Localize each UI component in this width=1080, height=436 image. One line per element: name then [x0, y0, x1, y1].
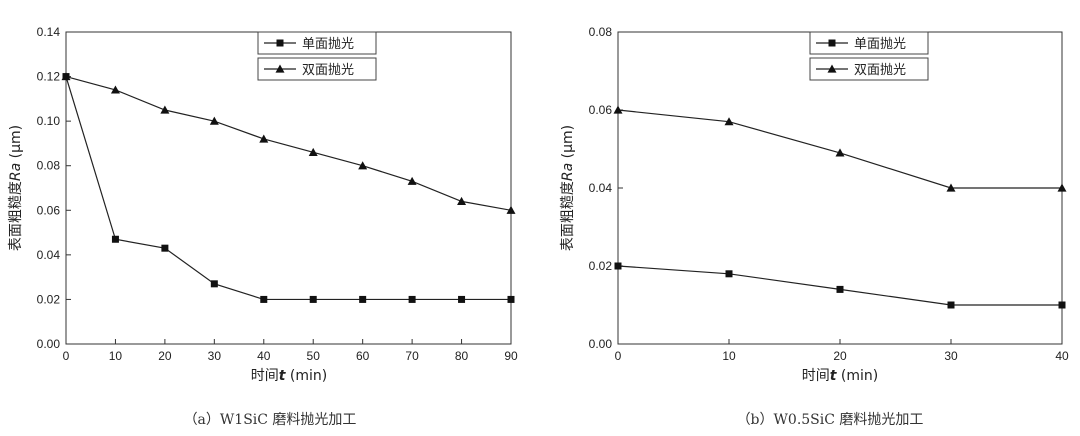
data-point: [724, 117, 734, 126]
data-point: [259, 134, 269, 143]
data-point: [359, 295, 367, 303]
y-axis-title: 表面粗糙度Ra (μm): [8, 125, 24, 251]
legend-label: 双面抛光: [854, 63, 906, 78]
series-line: [65, 75, 512, 211]
legend-marker: [828, 39, 836, 47]
data-point: [210, 280, 218, 288]
y-tick-label: 0.10: [37, 114, 61, 128]
data-point: [407, 176, 417, 185]
series-single-side: [614, 262, 1066, 309]
x-tick-label: 40: [257, 349, 271, 363]
x-tick-label: 0: [63, 349, 70, 363]
data-point: [161, 244, 169, 252]
legend-label: 单面抛光: [302, 37, 354, 52]
x-axis-title: 时间t (min): [251, 368, 327, 384]
data-point: [458, 295, 466, 303]
legend-item-box: [809, 31, 929, 55]
data-point: [408, 295, 416, 303]
y-tick-label: 0.06: [37, 203, 61, 217]
x-tick-label: 80: [455, 349, 469, 363]
x-tick-label: 20: [833, 349, 847, 363]
data-point: [835, 148, 845, 157]
data-point: [614, 262, 622, 270]
figure-caption: （b）W0.5SiC 磨料抛光加工: [737, 412, 924, 428]
legend-marker: [275, 64, 285, 73]
x-tick-label: 20: [158, 349, 172, 363]
x-tick-label: 50: [307, 349, 321, 363]
y-tick-label: 0.08: [589, 25, 613, 39]
legend-label: 单面抛光: [854, 37, 906, 52]
data-point: [61, 72, 71, 81]
data-point: [946, 183, 956, 192]
legend-marker: [276, 39, 284, 47]
legend-item-box: [257, 31, 377, 55]
series-line: [65, 76, 511, 301]
data-point: [506, 205, 516, 214]
y-tick-label: 0.04: [37, 248, 61, 262]
x-tick-label: 70: [405, 349, 419, 363]
y-tick-label: 0.00: [589, 337, 613, 351]
x-tick-label: 0: [615, 349, 622, 363]
data-point: [1057, 183, 1067, 192]
x-tick-label: 10: [722, 349, 736, 363]
y-tick-label: 0.02: [37, 292, 61, 306]
legend-marker: [827, 64, 837, 73]
x-tick-label: 10: [109, 349, 123, 363]
data-point: [358, 161, 368, 170]
x-tick-label: 60: [356, 349, 370, 363]
legend-item-box: [257, 57, 377, 81]
x-tick-label: 90: [504, 349, 518, 363]
y-tick-label: 0.12: [37, 70, 61, 84]
y-tick-label: 0.08: [37, 159, 61, 173]
y-tick-label: 0.00: [37, 337, 61, 351]
series-single-side: [62, 73, 515, 303]
data-point: [309, 295, 317, 303]
data-point: [457, 196, 467, 205]
legend-label: 双面抛光: [302, 63, 354, 78]
data-point: [260, 295, 268, 303]
y-tick-label: 0.14: [37, 25, 61, 39]
x-tick-label: 40: [1055, 349, 1069, 363]
series-double-side: [613, 105, 1067, 192]
x-tick-label: 30: [208, 349, 222, 363]
legend-item-box: [809, 57, 929, 81]
x-tick-label: 30: [944, 349, 958, 363]
y-tick-label: 0.02: [589, 259, 613, 273]
y-axis-title: 表面粗糙度Ra (μm): [560, 125, 576, 251]
data-point: [160, 105, 170, 114]
data-point: [111, 235, 119, 243]
data-point: [507, 295, 515, 303]
y-tick-label: 0.04: [589, 181, 613, 195]
data-point: [725, 270, 733, 278]
series-line: [617, 265, 1062, 306]
series-double-side: [61, 72, 516, 214]
data-point: [110, 85, 120, 94]
data-point: [308, 147, 318, 156]
data-point: [209, 116, 219, 125]
data-point: [613, 105, 623, 114]
data-point: [1058, 301, 1066, 309]
chart-panel-a: 0.00 0.02 0.04 0.06 0.08 0.10 0.12 0.14 0 10 20 30 4…: [8, 25, 518, 428]
chart-panel-b: 0.00 0.02 0.04 0.06 0.08 0 10 20 30 40 时间t (min) 表面…: [560, 25, 1069, 428]
figure-caption: （a）W1SiC 磨料抛光加工: [184, 412, 357, 428]
data-point: [836, 285, 844, 293]
x-axis-title: 时间t (min): [802, 368, 878, 384]
data-point: [947, 301, 955, 309]
y-tick-label: 0.06: [589, 103, 613, 117]
